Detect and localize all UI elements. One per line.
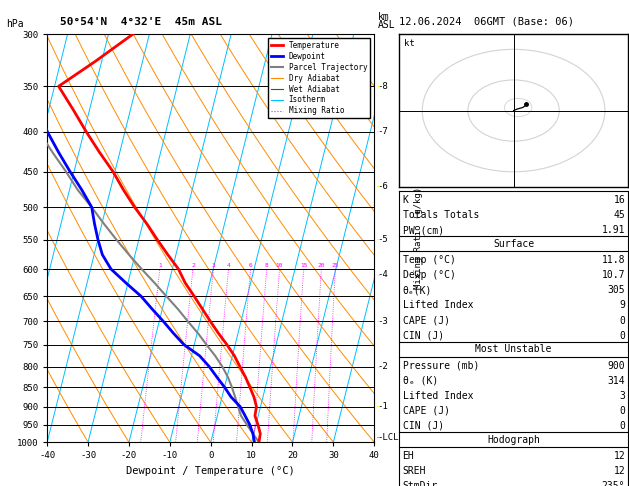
Text: 15: 15 (300, 263, 308, 268)
Text: StmDir: StmDir (403, 481, 438, 486)
Text: θₑ(K): θₑ(K) (403, 285, 432, 295)
Text: -: - (374, 81, 381, 91)
Text: Lifted Index: Lifted Index (403, 391, 473, 401)
Text: -7: -7 (377, 127, 388, 136)
Text: 6: 6 (248, 263, 252, 268)
Text: -5: -5 (377, 235, 388, 244)
Text: -6: -6 (377, 182, 388, 191)
Text: CAPE (J): CAPE (J) (403, 406, 450, 416)
Text: Hodograph: Hodograph (487, 434, 540, 445)
Text: 314: 314 (608, 376, 625, 386)
Text: θₑ (K): θₑ (K) (403, 376, 438, 386)
Text: 12: 12 (613, 466, 625, 476)
Text: Dewp (°C): Dewp (°C) (403, 270, 455, 280)
Text: -1: -1 (377, 402, 388, 411)
Text: -8: -8 (377, 82, 388, 91)
Text: ASL: ASL (377, 20, 395, 30)
Text: -2: -2 (377, 362, 388, 371)
Text: 12: 12 (613, 451, 625, 461)
Text: 10.7: 10.7 (602, 270, 625, 280)
Text: Totals Totals: Totals Totals (403, 210, 479, 220)
Text: CIN (J): CIN (J) (403, 421, 443, 431)
Text: 12.06.2024  06GMT (Base: 06): 12.06.2024 06GMT (Base: 06) (399, 17, 574, 27)
Text: -: - (374, 401, 381, 412)
Text: kt: kt (404, 38, 415, 48)
Text: -3: -3 (377, 317, 388, 326)
Text: -: - (374, 316, 381, 326)
Text: 4: 4 (226, 263, 230, 268)
Text: -: - (374, 270, 381, 279)
Text: 20: 20 (318, 263, 325, 268)
Text: 3: 3 (620, 391, 625, 401)
Text: 1: 1 (158, 263, 162, 268)
Text: 3: 3 (211, 263, 215, 268)
Text: km: km (377, 12, 389, 22)
Text: K: K (403, 195, 408, 205)
Text: 0: 0 (620, 330, 625, 341)
Text: -: - (374, 362, 381, 372)
Text: Lifted Index: Lifted Index (403, 300, 473, 311)
Text: Pressure (mb): Pressure (mb) (403, 361, 479, 371)
Text: 305: 305 (608, 285, 625, 295)
Text: CIN (J): CIN (J) (403, 330, 443, 341)
Text: -: - (374, 235, 381, 244)
Text: 0: 0 (620, 406, 625, 416)
Text: 235°: 235° (602, 481, 625, 486)
Text: Surface: Surface (493, 239, 534, 249)
Text: Temp (°C): Temp (°C) (403, 255, 455, 265)
Text: 50°54'N  4°32'E  45m ASL: 50°54'N 4°32'E 45m ASL (60, 17, 222, 27)
Text: -: - (374, 126, 381, 137)
Text: -4: -4 (377, 270, 388, 279)
Legend: Temperature, Dewpoint, Parcel Trajectory, Dry Adiabat, Wet Adiabat, Isotherm, Mi: Temperature, Dewpoint, Parcel Trajectory… (268, 38, 370, 119)
Text: Most Unstable: Most Unstable (476, 344, 552, 354)
Text: PW (cm): PW (cm) (403, 225, 443, 235)
Text: 10: 10 (276, 263, 283, 268)
Text: 900: 900 (608, 361, 625, 371)
Text: 25: 25 (331, 263, 339, 268)
Text: 2: 2 (191, 263, 195, 268)
Text: -: - (374, 181, 381, 191)
Text: 1.91: 1.91 (602, 225, 625, 235)
Text: hPa: hPa (6, 19, 24, 29)
Text: 0: 0 (620, 421, 625, 431)
Text: EH: EH (403, 451, 415, 461)
Text: 0: 0 (620, 315, 625, 326)
Text: 8: 8 (265, 263, 269, 268)
Text: 9: 9 (620, 300, 625, 311)
Text: 11.8: 11.8 (602, 255, 625, 265)
Text: Mixing Ratio (g/kg): Mixing Ratio (g/kg) (414, 187, 423, 289)
Text: 16: 16 (613, 195, 625, 205)
Text: 45: 45 (613, 210, 625, 220)
Text: CAPE (J): CAPE (J) (403, 315, 450, 326)
X-axis label: Dewpoint / Temperature (°C): Dewpoint / Temperature (°C) (126, 466, 295, 476)
Text: -: - (374, 432, 381, 442)
Text: SREH: SREH (403, 466, 426, 476)
Text: -LCL: -LCL (377, 433, 399, 442)
